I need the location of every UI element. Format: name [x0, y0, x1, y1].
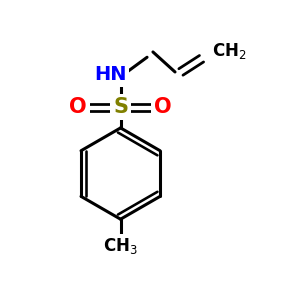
Text: CH$_3$: CH$_3$ — [103, 236, 138, 256]
Text: O: O — [154, 97, 172, 117]
Text: HN: HN — [94, 65, 127, 84]
Text: O: O — [69, 97, 87, 117]
Text: S: S — [113, 97, 128, 117]
Text: CH$_2$: CH$_2$ — [212, 41, 246, 62]
